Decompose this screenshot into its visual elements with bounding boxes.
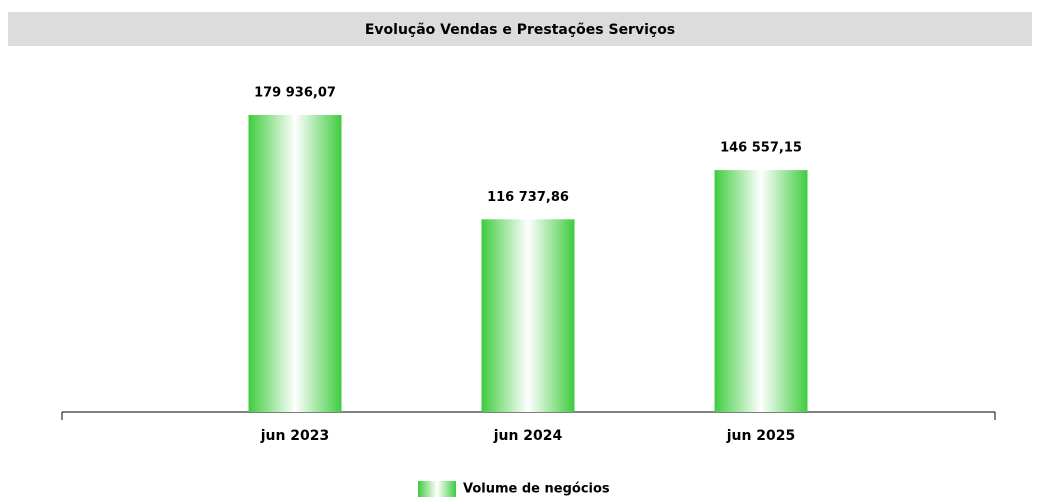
bar [481, 219, 575, 412]
x-tick-label: jun 2025 [726, 428, 796, 444]
bar [714, 170, 808, 412]
x-tick-label: jun 2023 [260, 428, 330, 444]
x-tick-label: jun 2024 [493, 428, 563, 444]
chart-title: Evolução Vendas e Prestações Serviços [365, 22, 675, 38]
value-label: 179 936,07 [254, 86, 336, 101]
legend-swatch [418, 481, 456, 497]
bar [248, 115, 342, 412]
value-label: 116 737,86 [487, 190, 569, 205]
title-bar [8, 12, 1032, 46]
value-label: 146 557,15 [720, 141, 802, 156]
legend-label: Volume de negócios [463, 482, 610, 497]
